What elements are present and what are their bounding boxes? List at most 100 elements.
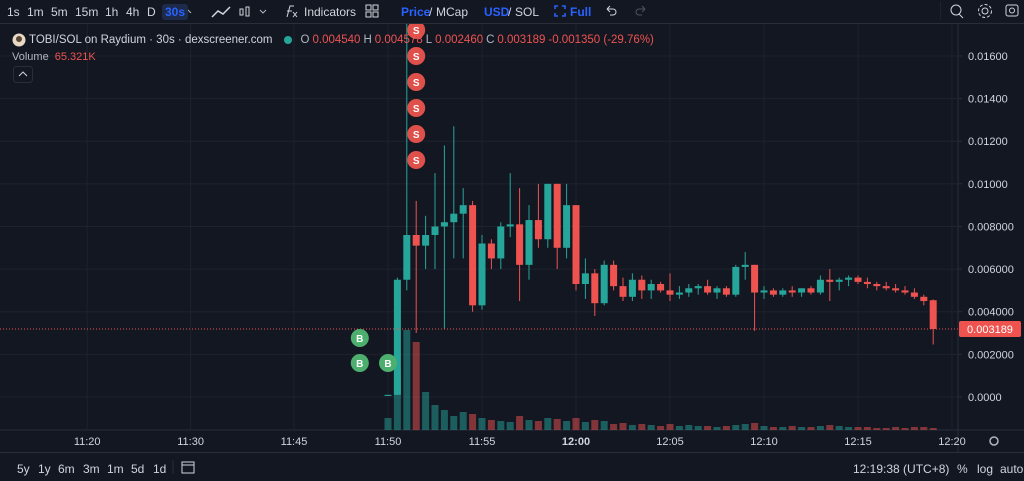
right-icons[interactable] xyxy=(940,2,1024,20)
candle-body xyxy=(638,279,646,291)
volume-bar xyxy=(506,422,514,430)
goto-date[interactable] xyxy=(172,458,200,476)
volume-bar xyxy=(544,417,552,430)
candle-body xyxy=(713,288,721,293)
symbol-title: TOBI/SOL on Raydium · 30s · dexscreener.… xyxy=(29,34,273,46)
percent-toggle[interactable]: % xyxy=(957,462,968,476)
x-tick-label: 12:20 xyxy=(938,436,966,448)
candle-body xyxy=(788,290,796,293)
interval[interactable]: 1m xyxy=(27,5,44,19)
volume-value: 65.321K xyxy=(54,51,96,63)
candle-body xyxy=(807,288,815,293)
top-toolbar: 1s 1m 5m 15m 1h 4h D 30s Indicators Pric… xyxy=(0,0,1024,24)
range-button[interactable]: 5d xyxy=(131,462,145,476)
volume-bar xyxy=(553,419,561,430)
candle-body xyxy=(544,183,552,240)
plot-area xyxy=(0,24,958,430)
settings-icon[interactable] xyxy=(989,436,999,446)
interval[interactable]: D xyxy=(147,5,156,19)
candle-body xyxy=(835,279,843,282)
y-tick-label: 0.01200 xyxy=(968,136,1008,148)
candle-body xyxy=(469,205,477,306)
candle-body xyxy=(704,286,712,293)
y-tick-label: 0.01600 xyxy=(968,51,1008,63)
candle-body xyxy=(751,264,759,293)
candle-body xyxy=(403,234,411,280)
candle-body xyxy=(581,273,589,285)
interval[interactable]: 5m xyxy=(51,5,68,19)
volume-bar xyxy=(657,425,665,430)
volume-bar xyxy=(807,426,815,430)
candle-body xyxy=(525,220,533,265)
interval[interactable]: 15m xyxy=(75,5,99,19)
candle-body xyxy=(666,290,674,295)
volume-label: Volume xyxy=(12,51,49,63)
layout-icon[interactable] xyxy=(365,4,379,18)
log-toggle[interactable]: log xyxy=(977,462,994,476)
interval[interactable]: 1s xyxy=(7,5,20,19)
sol-toggle[interactable]: SOL xyxy=(515,5,540,19)
y-tick-label: 0.01000 xyxy=(968,179,1008,191)
x-tick-label: 12:00 xyxy=(562,436,590,448)
candle-body xyxy=(516,224,524,265)
volume-bar xyxy=(525,419,533,430)
candle-body xyxy=(459,205,467,214)
range-button[interactable]: 1y xyxy=(38,462,51,476)
candle-body xyxy=(732,266,740,295)
volume-bar xyxy=(769,426,777,430)
token-avatar xyxy=(12,33,26,47)
full-icon[interactable] xyxy=(554,5,566,17)
range-button[interactable]: 5y xyxy=(17,462,30,476)
y-tick-label: 0.006000 xyxy=(968,264,1014,276)
candle-body xyxy=(685,288,693,293)
ohlc-label: H xyxy=(363,34,372,46)
candle-body xyxy=(816,279,824,293)
volume-bar xyxy=(440,410,448,430)
volume-bar xyxy=(694,425,702,430)
volume-bar xyxy=(685,425,693,430)
interval[interactable]: 1h xyxy=(105,5,119,19)
candle-body xyxy=(694,286,702,289)
volume-bar xyxy=(751,422,759,430)
candle-body xyxy=(722,288,730,295)
volume-bar xyxy=(666,423,674,430)
candle-body xyxy=(619,286,627,297)
buy-marker xyxy=(350,354,369,372)
volume-bar xyxy=(487,419,495,430)
separator: / xyxy=(429,5,433,19)
candle-body xyxy=(553,183,561,248)
sell-marker xyxy=(407,24,426,39)
candle-body xyxy=(431,226,439,235)
range-button[interactable]: 3m xyxy=(83,462,100,476)
candle-body xyxy=(892,288,900,291)
y-tick-label: 0.004000 xyxy=(968,307,1014,319)
price-toggle[interactable]: Price xyxy=(401,5,431,19)
range-button[interactable]: 6m xyxy=(58,462,75,476)
sell-marker-label: S xyxy=(413,104,420,115)
candle-body xyxy=(384,394,392,396)
volume-bar xyxy=(610,423,618,430)
indicators-button[interactable]: Indicators xyxy=(304,5,357,19)
candle-body xyxy=(910,292,918,297)
chart-type-icons[interactable] xyxy=(188,6,278,18)
ohlc-label: L xyxy=(425,34,433,46)
undo-redo[interactable] xyxy=(604,5,648,17)
candle-body xyxy=(563,205,571,248)
volume-bar xyxy=(600,420,608,430)
volume-bar xyxy=(845,426,853,430)
auto-toggle[interactable]: auto xyxy=(1000,462,1024,476)
range-button[interactable]: 1m xyxy=(107,462,124,476)
volume-legend: Volume 65.321K xyxy=(12,51,96,63)
range-button[interactable]: 1d xyxy=(153,462,167,476)
volume-bar xyxy=(722,425,730,430)
fx-icon[interactable] xyxy=(284,4,298,18)
collapse-button[interactable] xyxy=(13,66,33,83)
mcap-toggle[interactable]: MCap xyxy=(436,5,469,19)
candle-body xyxy=(901,290,909,293)
usd-toggle[interactable]: USD xyxy=(484,5,510,19)
volume-bar xyxy=(798,426,806,430)
interval[interactable]: 4h xyxy=(126,5,140,19)
volume-bar xyxy=(431,405,439,430)
interval-selected[interactable]: 30s xyxy=(162,4,189,20)
full-button[interactable]: Full xyxy=(570,5,592,19)
